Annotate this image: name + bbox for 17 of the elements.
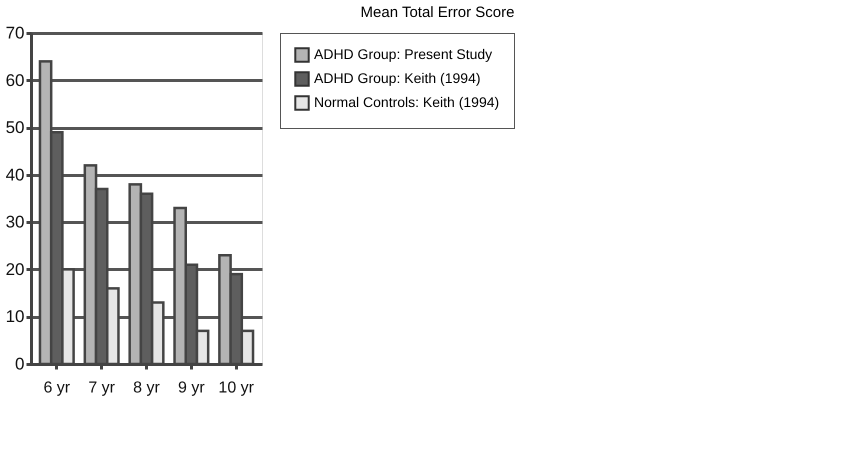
y-tick-label: 0	[15, 354, 24, 374]
y-tick-label: 10	[6, 307, 24, 326]
y-tick-label: 40	[6, 165, 24, 184]
legend-label: ADHD Group: Keith (1994)	[314, 70, 481, 86]
legend-label: Normal Controls: Keith (1994)	[314, 94, 500, 110]
legend-label: ADHD Group: Present Study	[314, 46, 492, 62]
y-tick-label: 60	[6, 70, 24, 90]
x-tick-label: 9 yr	[178, 380, 206, 396]
y-tick-label: 70	[6, 24, 24, 42]
x-tick-label: 8 yr	[133, 380, 161, 396]
y-tick-label: 20	[6, 260, 24, 279]
x-tick-label: 6 yr	[43, 380, 71, 396]
x-tick-label: 10 yr	[218, 380, 255, 396]
text: Mean Total Error Score	[360, 4, 514, 21]
y-tick-label: 30	[6, 212, 24, 232]
x-tick-label: 7 yr	[88, 380, 116, 396]
y-tick-label: 50	[6, 118, 24, 138]
